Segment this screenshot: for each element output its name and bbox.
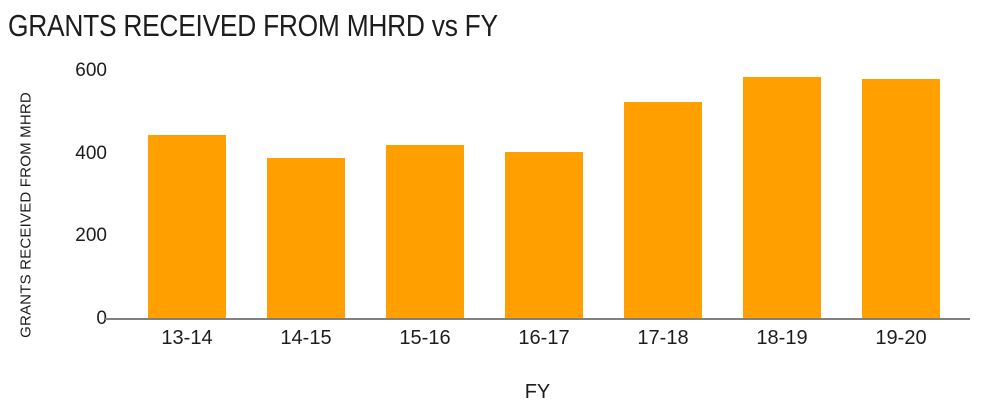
chart-title: GRANTS RECEIVED FROM MHRD vs FY bbox=[8, 8, 498, 43]
y-tick-400: 400 bbox=[75, 142, 107, 164]
bar-18-19 bbox=[743, 77, 821, 319]
x-tick-19-20: 19-20 bbox=[875, 327, 927, 349]
y-tick-200: 200 bbox=[75, 225, 107, 247]
x-tick-13-14: 13-14 bbox=[161, 327, 213, 349]
y-axis-title: GRANTS RECEIVED FROM MHRD bbox=[17, 92, 35, 338]
x-tick-15-16: 15-16 bbox=[399, 327, 451, 349]
x-tick-18-19: 18-19 bbox=[756, 327, 808, 349]
x-axis-line bbox=[105, 318, 970, 320]
bar-19-20 bbox=[862, 79, 940, 319]
bar-16-17 bbox=[505, 151, 583, 319]
y-tick-0: 0 bbox=[96, 308, 107, 329]
x-axis-title: FY bbox=[524, 381, 551, 403]
bar-17-18 bbox=[624, 102, 702, 319]
x-tick-17-18: 17-18 bbox=[637, 327, 689, 349]
x-tick-14-15: 14-15 bbox=[280, 327, 332, 349]
bar-14-15 bbox=[267, 157, 345, 319]
y-tick-600: 600 bbox=[75, 60, 107, 81]
bar-15-16 bbox=[386, 145, 464, 319]
x-tick-16-17: 16-17 bbox=[518, 327, 570, 349]
bar-13-14 bbox=[148, 135, 226, 319]
